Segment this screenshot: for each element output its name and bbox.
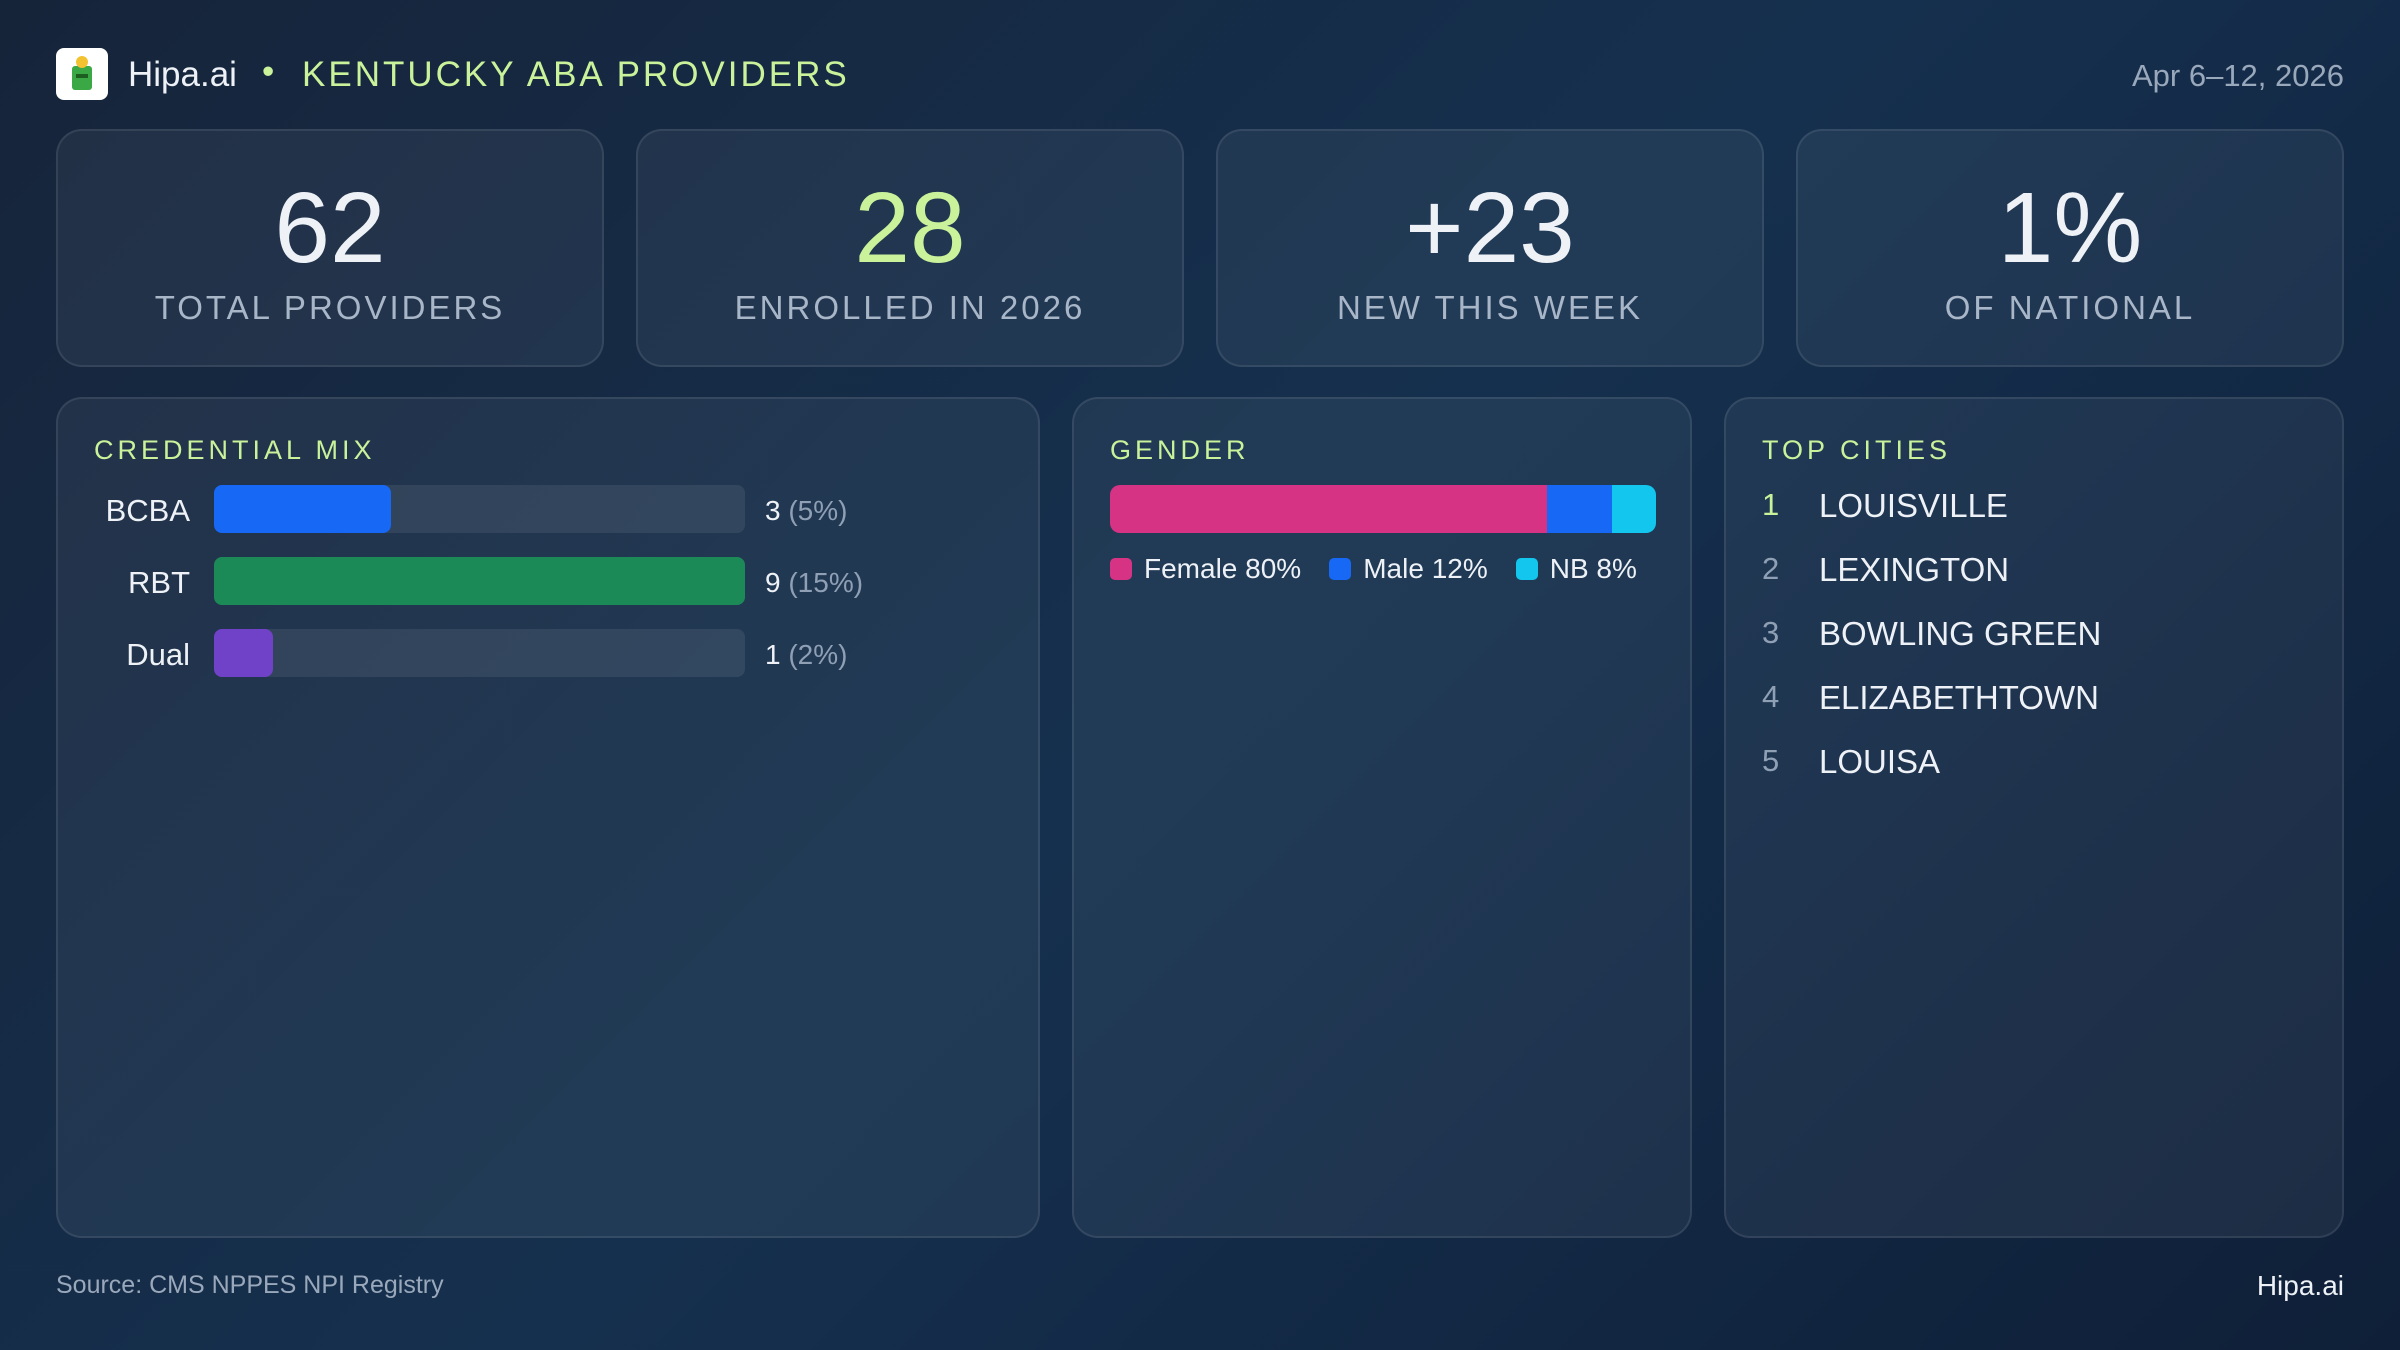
kpi-card: +23 NEW THIS WEEK [1216,129,1764,367]
value: 1 [765,639,781,670]
city-rank: 4 [1762,679,1780,714]
bar-track [214,557,745,605]
cities-panel: TOP CITIES 1 LOUISVILLE 2 LEXINGTON 3 BOWLING… [1724,397,2344,1238]
bar-segment [1546,485,1613,533]
bar [214,485,391,533]
brand: Hipa.ai [128,55,237,94]
footer-brand: Hipa.ai [2256,1270,2344,1301]
city-name: ELIZABETHTOWN [1819,679,2099,716]
category-label: Dual [126,637,190,672]
kpi-label: ENROLLED IN 2026 [734,289,1086,326]
panel-title: GENDER [1110,435,1250,465]
legend-swatch [1110,558,1132,580]
logo-icon [72,56,92,90]
legend-swatch [1329,558,1352,580]
legend-name: Female [1144,553,1238,584]
city-rank: 2 [1762,551,1780,586]
gender-panel: GENDER Female 80% Male 12% NB 8% [1072,397,1692,1238]
bar-track [214,485,745,533]
legend-name: Male [1363,553,1424,584]
panel-title: CREDENTIAL MIX [94,435,376,465]
share: (2%) [788,639,848,670]
legend-item: NB 8% [1515,553,1637,585]
kpi-value: 1% [1997,172,2143,284]
source: Source: CMS NPPES NPI Registry [56,1271,444,1299]
value: 9 [765,567,781,598]
value-label: 9 (15%) [765,567,863,599]
legend-item: Male 12% [1329,553,1488,585]
kpi-value: 28 [854,172,966,284]
bar-segment [1612,485,1656,533]
value-label: 3 (5%) [765,495,847,527]
city-name: LOUISVILLE [1819,487,2008,524]
legend-item: Female 80% [1110,553,1301,585]
kpi-label: NEW THIS WEEK [1336,289,1644,326]
city-rank: 3 [1762,615,1780,650]
bar-track [214,629,745,677]
kpi-label: TOTAL PROVIDERS [154,289,506,326]
bar [214,629,273,677]
category-label: RBT [128,565,190,600]
value-label: 1 (2%) [765,639,847,671]
credential-panel: CREDENTIAL MIX BCBA 3 (5%) RBT 9 (15%) Dual 1… [56,397,1040,1238]
legend-value: 12% [1431,553,1488,584]
category-label: BCBA [105,493,190,528]
city-name: LEXINGTON [1819,551,2010,588]
logo [56,48,108,100]
kpi-card: 28 ENROLLED IN 2026 [636,129,1184,367]
share: (5%) [788,495,848,526]
city-rank: 5 [1762,743,1780,778]
page-title: KENTUCKY ABA PROVIDERS [302,55,850,94]
city-name: LOUISA [1819,743,1941,780]
legend: Female 80% Male 12% NB 8% [1110,553,1665,585]
city-rank: 1 [1762,487,1780,522]
legend-value: 80% [1245,553,1302,584]
value: 3 [765,495,781,526]
kpi-value: +23 [1405,172,1575,284]
city-name: BOWLING GREEN [1819,615,2102,652]
share: (15%) [788,567,864,598]
panel-title: TOP CITIES [1762,435,1952,465]
kpi-card: 62 TOTAL PROVIDERS [56,129,604,367]
kpi-value: 62 [274,172,386,284]
legend-swatch [1515,558,1538,580]
legend-value: 8% [1596,553,1637,584]
date-range: Apr 6–12, 2026 [2131,58,2344,93]
bar-segment [1110,485,1547,533]
bar [214,557,745,605]
gender-bar [1110,485,1656,533]
separator: • [262,52,275,91]
legend-name: NB [1549,553,1589,584]
kpi-label: OF NATIONAL [1944,289,2196,326]
kpi-card: 1% OF NATIONAL [1796,129,2344,367]
